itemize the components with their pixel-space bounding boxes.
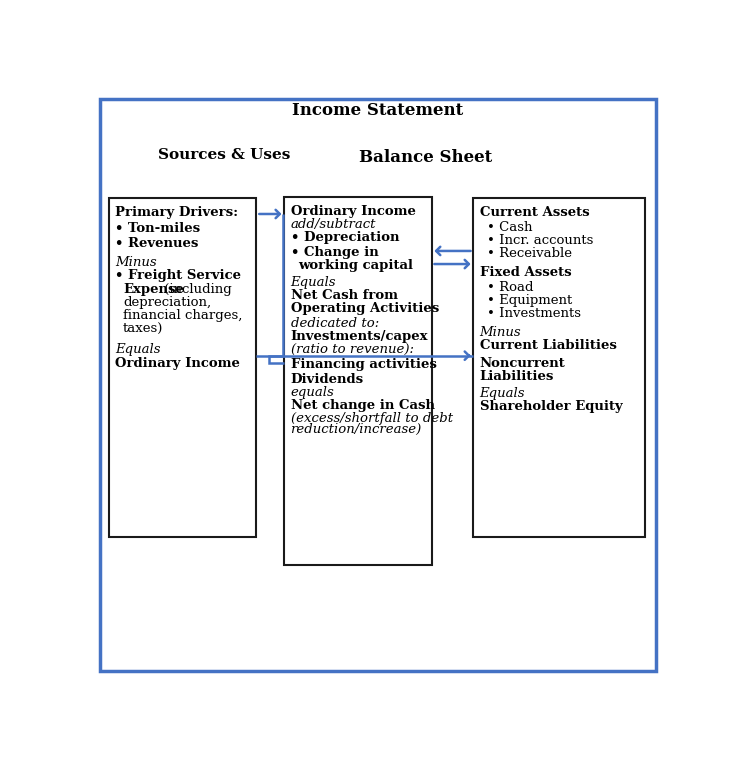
Text: financial charges,: financial charges, [123,310,242,323]
Text: Equals: Equals [290,275,336,288]
Text: Income Statement: Income Statement [292,102,463,119]
Text: • Cash: • Cash [487,221,533,234]
Text: depreciation,: depreciation, [123,296,212,309]
Text: Net Cash from: Net Cash from [290,288,397,301]
Bar [284,197,432,565]
Text: Equals: Equals [116,343,161,356]
Text: (ratio to revenue):: (ratio to revenue): [290,343,413,356]
Text: Fixed Assets: Fixed Assets [480,266,571,278]
Text: Minus: Minus [480,326,521,339]
Text: Ordinary Income: Ordinary Income [116,357,240,370]
Text: Liabilities: Liabilities [480,370,554,383]
Text: • Ton-miles: • Ton-miles [116,223,200,236]
Text: working capital: working capital [298,259,413,272]
Text: Expense: Expense [123,283,184,296]
Text: Ordinary Income: Ordinary Income [290,204,416,217]
Text: • Incr. accounts: • Incr. accounts [487,234,594,247]
Text: Equals: Equals [480,388,525,401]
Text: Balance Sheet: Balance Sheet [359,149,492,166]
Bar [473,198,646,536]
Text: add/subtract: add/subtract [290,218,376,231]
Text: dedicated to:: dedicated to: [290,317,379,330]
Text: Dividends: Dividends [290,372,363,385]
Text: equals: equals [290,386,335,399]
Text: Net change in Cash: Net change in Cash [290,399,435,412]
Text: • Change in: • Change in [290,246,378,259]
Text: taxes): taxes) [123,323,164,336]
Text: Primary Drivers:: Primary Drivers: [116,205,239,218]
Text: • Investments: • Investments [487,307,581,320]
Text: (including: (including [161,283,232,296]
Text: Noncurrent: Noncurrent [480,357,565,370]
Text: Financing activities: Financing activities [290,358,436,371]
Bar [109,198,256,536]
Text: Shareholder Equity: Shareholder Equity [480,401,622,414]
Text: • Equipment: • Equipment [487,294,573,307]
Text: Investments/capex: Investments/capex [290,330,428,343]
Text: Current Assets: Current Assets [480,205,590,218]
Text: Sources & Uses: Sources & Uses [158,149,290,163]
Text: Operating Activities: Operating Activities [290,302,439,315]
Text: Minus: Minus [116,256,157,269]
Text: Current Liabilities: Current Liabilities [480,339,616,352]
Text: • Depreciation: • Depreciation [290,231,399,244]
Text: • Receivable: • Receivable [487,247,573,260]
Text: • Road: • Road [487,281,534,294]
Text: • Freight Service: • Freight Service [116,269,242,282]
Text: (excess/shortfall to debt: (excess/shortfall to debt [290,412,453,425]
Text: • Revenues: • Revenues [116,237,199,250]
Text: reduction/increase): reduction/increase) [290,423,422,436]
